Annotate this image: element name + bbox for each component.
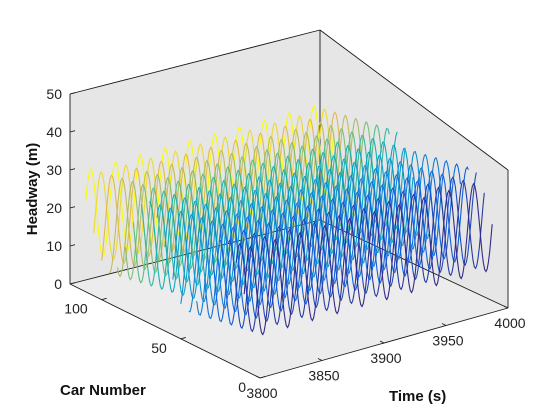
y-tick-0	[259, 376, 266, 379]
series-line-car-95	[109, 114, 359, 274]
edge-right-top	[319, 29, 509, 171]
z-tick-20	[69, 206, 76, 209]
z-tick-label-50: 50	[46, 86, 62, 102]
x-tick-label-3850: 3850	[308, 368, 339, 384]
z-tick-30	[69, 168, 76, 171]
x-tick-3950	[441, 323, 447, 326]
series-line-car-25	[219, 166, 469, 326]
z-tick-label-10: 10	[46, 238, 62, 254]
z-tick-50	[69, 92, 76, 95]
y-axis-label: Car Number	[60, 382, 146, 399]
x-tick-3850	[317, 358, 323, 361]
series-line-car-80	[132, 124, 382, 284]
y-tick-50	[180, 336, 186, 340]
z-tick-10	[69, 244, 76, 247]
series-line-car-20	[227, 172, 477, 330]
edge-back-top	[69, 29, 321, 95]
x-tick-3900	[379, 340, 385, 344]
z-tick-0	[69, 282, 76, 285]
z-tick-label-40: 40	[46, 124, 62, 140]
x-tick-label-3900: 3900	[370, 350, 401, 366]
edge-floor-back	[69, 219, 321, 285]
z-tick-label-0: 0	[54, 276, 62, 292]
y-tick-label-100: 100	[64, 301, 88, 317]
z-tick-label-30: 30	[46, 162, 62, 178]
tick-layer: 0 10 20 30 40 50 0 50 100 3800 3850 3900 3950 4000	[46, 86, 525, 401]
x-tick-label-4000: 4000	[494, 315, 525, 331]
x-tick-label-3950: 3950	[432, 333, 463, 349]
y-tick-label-0: 0	[238, 379, 246, 395]
z-axis-label: Headway (m)	[24, 143, 41, 236]
z-tick-40	[69, 130, 76, 133]
series-line-car-60	[164, 144, 414, 297]
x-axis-label: Time (s)	[389, 388, 446, 405]
y-tick-100	[101, 297, 107, 301]
series-layer	[85, 104, 493, 336]
series-line-car-10	[243, 182, 493, 336]
y-tick-label-50: 50	[151, 340, 167, 356]
x-tick-3800	[255, 375, 261, 379]
x-tick-label-3800: 3800	[246, 385, 277, 401]
z-tick-label-20: 20	[46, 200, 62, 216]
series-line-car-15	[235, 179, 485, 333]
x-tick-4000	[503, 305, 509, 309]
series-line-car-30	[211, 163, 462, 323]
